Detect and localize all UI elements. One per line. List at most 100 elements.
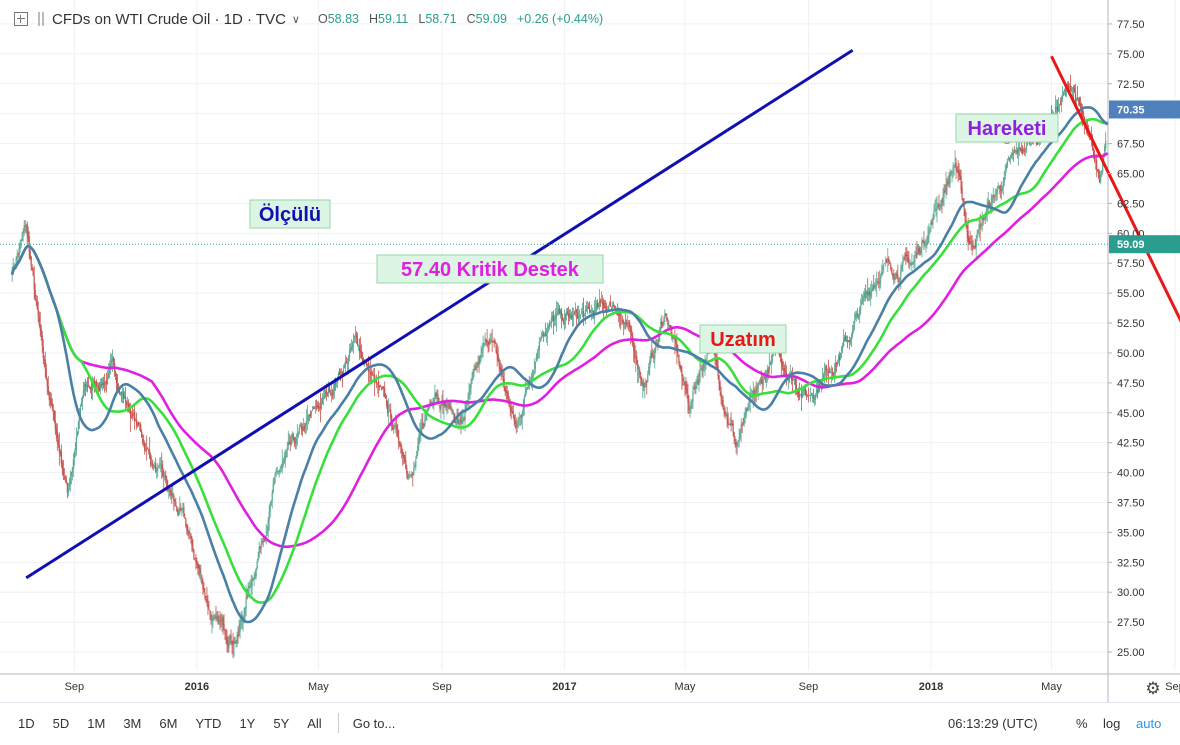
- candle-up: [214, 616, 216, 618]
- candle-down: [227, 640, 229, 647]
- annotation-box[interactable]: [699, 324, 787, 354]
- candle-down: [661, 321, 663, 325]
- drag-handle-icon[interactable]: [38, 12, 46, 26]
- ma-mid-line: [10, 117, 1108, 604]
- candle-up: [181, 509, 183, 511]
- log-scale-toggle[interactable]: log: [1103, 715, 1121, 731]
- candle-down: [719, 382, 721, 391]
- annotation-box[interactable]: [955, 113, 1059, 143]
- candle-down: [203, 588, 205, 592]
- timeframe-1d[interactable]: 1D: [18, 715, 35, 731]
- candle-down: [98, 387, 101, 392]
- candle-down: [918, 248, 920, 252]
- candle-down: [968, 237, 970, 243]
- candle-down: [487, 341, 489, 343]
- candle-down: [177, 510, 179, 515]
- candle-up: [579, 314, 582, 317]
- candle-down: [187, 528, 189, 534]
- timeframe-5y[interactable]: 5Y: [273, 715, 290, 731]
- timeframe-6m[interactable]: 6M: [159, 715, 178, 731]
- trendline-blue[interactable]: [25, 48, 854, 580]
- price-axis[interactable]: 25.00 27.50 30.00 32.50 35.00 37.50 40.00 42.50…: [1108, 19, 1180, 659]
- candle-down: [197, 564, 199, 569]
- candle-up: [976, 233, 978, 238]
- candle-up: [981, 217, 983, 223]
- candle-down: [905, 253, 907, 257]
- candle-down: [722, 399, 724, 407]
- go-to-date-button[interactable]: Go to...: [352, 715, 396, 731]
- time-axis[interactable]: Sep2016MaySep2017MaySep2018MaySep201922 …: [65, 676, 1180, 696]
- candle-up: [864, 292, 866, 298]
- annotation-box[interactable]: [249, 199, 331, 229]
- trendline-red[interactable]: [1050, 55, 1180, 463]
- candle-down: [341, 371, 344, 376]
- candle-up: [516, 422, 518, 428]
- auto-scale-toggle[interactable]: auto: [1136, 715, 1162, 731]
- utc-clock[interactable]: 06:13:29 (UTC): [948, 715, 1038, 731]
- candle-down: [958, 171, 960, 174]
- candle-down: [52, 408, 54, 410]
- candle-up: [271, 492, 273, 502]
- timeframe-ytd[interactable]: YTD: [195, 715, 222, 731]
- candle-up: [468, 391, 470, 398]
- candle-down: [40, 328, 42, 335]
- annotation-label[interactable]: Hareketi: [968, 118, 1047, 140]
- candle-up: [388, 410, 390, 413]
- percent-scale-toggle[interactable]: %: [1076, 715, 1088, 731]
- annotation-label[interactable]: Uzatım: [710, 329, 776, 351]
- annotation-label[interactable]: 57.40 Kritik Destek: [401, 259, 580, 281]
- candle-up: [239, 623, 241, 632]
- candle-up: [930, 221, 932, 228]
- candle-down: [504, 386, 506, 392]
- timeframe-3m[interactable]: 3M: [123, 715, 142, 731]
- candle-down: [317, 405, 320, 410]
- candle-down: [445, 405, 447, 408]
- candle-down: [56, 431, 58, 439]
- candle-up: [945, 184, 947, 191]
- candle-up: [793, 379, 795, 380]
- timeframe-1y[interactable]: 1Y: [239, 715, 256, 731]
- candle-up: [420, 428, 422, 433]
- candle-down: [402, 452, 404, 457]
- candle-down: [41, 335, 43, 347]
- timeframe-1m[interactable]: 1M: [87, 715, 106, 731]
- plus-icon[interactable]: [14, 12, 28, 26]
- timeframe-5d[interactable]: 5D: [52, 715, 70, 731]
- candle-down: [397, 429, 399, 436]
- candle-up: [856, 312, 858, 315]
- candle-up: [85, 384, 88, 386]
- candle-up: [536, 352, 538, 359]
- candle-down: [175, 502, 177, 505]
- timeframe-all[interactable]: All: [307, 715, 322, 731]
- time-tick-label: Sep: [1165, 681, 1180, 693]
- candle-down: [702, 368, 704, 370]
- candle-down: [688, 401, 690, 411]
- candle-up: [808, 395, 811, 397]
- candle-down: [262, 541, 264, 543]
- candle-up: [244, 607, 246, 616]
- candle-up: [1002, 181, 1004, 189]
- candle-up: [695, 385, 697, 389]
- chevron-down-icon[interactable]: ∨: [291, 13, 300, 26]
- candle-down: [492, 340, 494, 342]
- candle-up: [436, 395, 438, 398]
- candle-up: [541, 334, 543, 336]
- candle-up: [1003, 177, 1005, 182]
- ohlc-low: L58.71: [418, 12, 457, 26]
- symbol-title[interactable]: CFDs on WTI Crude Oil · 1D · TVC: [52, 10, 286, 28]
- candle-up: [285, 451, 287, 458]
- candle-down: [970, 242, 972, 244]
- candle-down: [544, 334, 546, 336]
- annotation-label[interactable]: Ölçülü: [259, 203, 321, 226]
- candle-up: [277, 471, 279, 472]
- settings-gear-icon[interactable]: ⚙: [1145, 679, 1161, 698]
- annotation-box[interactable]: [376, 254, 604, 284]
- candle-down: [867, 291, 869, 296]
- candle-down: [1082, 110, 1084, 115]
- candle-down: [499, 366, 501, 370]
- candle-down: [1056, 106, 1059, 111]
- candle-down: [630, 327, 632, 334]
- candle-up: [550, 318, 552, 323]
- candle-up: [83, 384, 86, 391]
